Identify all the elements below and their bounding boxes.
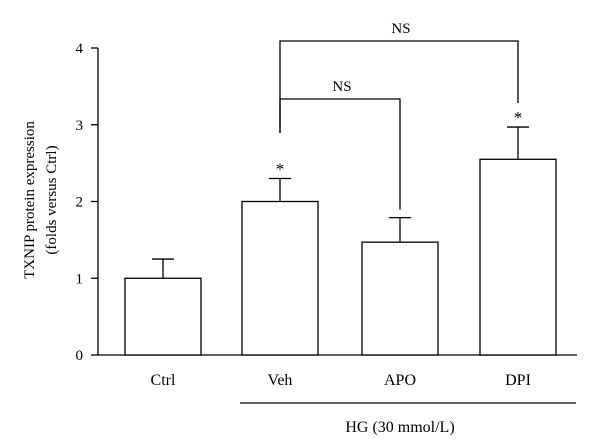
y-axis-label: TXNIP protein expression (folds versus C… (22, 121, 60, 279)
bar-dpi (479, 158, 557, 356)
y-tick-label: 3 (76, 118, 84, 134)
category-label-veh: Veh (268, 372, 293, 389)
significance-star: * (514, 108, 523, 127)
comparison-bracket (279, 40, 519, 133)
y-tick-label: 1 (76, 271, 84, 287)
y-tick-label: 4 (76, 41, 84, 57)
y-axis-label-line-1: TXNIP protein expression (22, 121, 38, 279)
category-label-apo: APO (384, 372, 416, 389)
group-annotation: HG (30 mmol/L) (240, 402, 576, 436)
significance-star: * (276, 159, 285, 178)
category-labels: Ctrl Veh APO DPI (151, 372, 531, 389)
y-ticks: 0 1 2 3 4 (76, 41, 98, 364)
y-tick-label: 2 (76, 195, 84, 211)
bars: ** (124, 108, 557, 356)
y-axis-label-line-2: (folds versus Ctrl) (44, 145, 60, 254)
comparison-brackets: NS NS (279, 21, 519, 210)
group-label: HG (30 mmol/L) (345, 419, 454, 436)
bar-ctrl (124, 277, 202, 356)
bar-apo (361, 241, 439, 356)
comparison-label: NS (332, 79, 351, 95)
y-tick-label: 0 (76, 348, 84, 364)
comparison-label: NS (391, 21, 410, 37)
bar-veh (241, 200, 319, 356)
category-label-ctrl: Ctrl (151, 372, 176, 389)
category-label-dpi: DPI (505, 372, 531, 389)
comparison-bracket (279, 98, 401, 210)
